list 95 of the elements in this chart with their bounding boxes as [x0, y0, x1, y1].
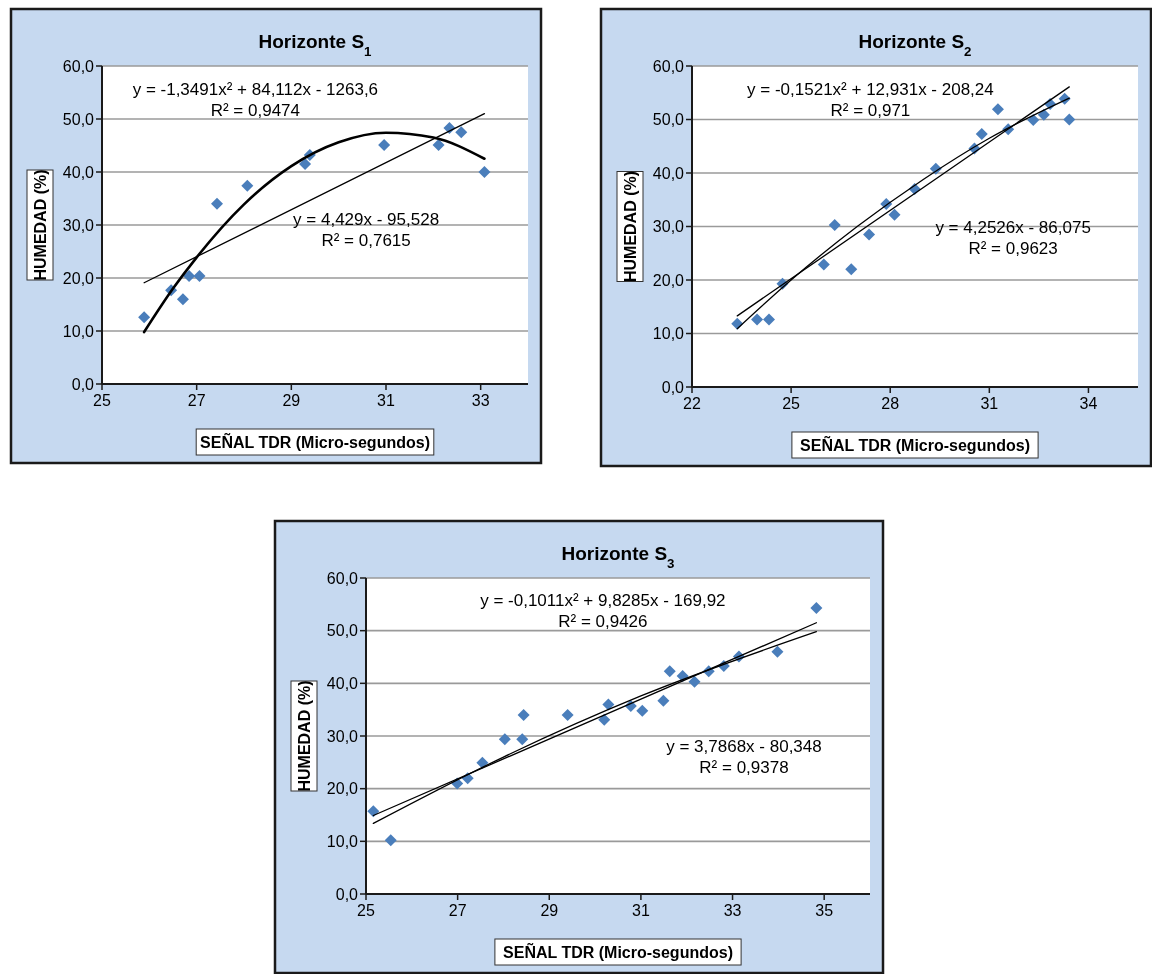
y-tick-label: 10,0: [326, 832, 359, 850]
point: [991, 103, 1004, 116]
point: [1027, 114, 1040, 127]
annotation: R² = 0,9378: [699, 757, 789, 777]
y-tick-label: 20,0: [652, 271, 685, 289]
annotation: y = -1,3491x² + 84,112x - 1263,6: [132, 79, 379, 99]
point: [1037, 108, 1050, 121]
point: [193, 269, 206, 282]
chart-title: Horizonte S$_{3}$: [561, 543, 675, 571]
x-tick-label: 27: [448, 902, 467, 919]
y-tick-label: 40,0: [62, 163, 95, 181]
y-tick-label: 20,0: [326, 780, 359, 798]
y-axis-title: HUMEDAD (%): [295, 680, 313, 792]
point: [517, 708, 530, 721]
x-tick-label: 29: [540, 902, 559, 919]
point: [762, 313, 775, 326]
annotation: y = 4,429x - 95,528: [293, 210, 440, 229]
annotation: y = 4,2526x - 86,075: [935, 217, 1091, 237]
y-tick-label: 10,0: [652, 325, 685, 343]
x-axis-title: SEÑAL TDR (Micro-segundos): [200, 431, 430, 451]
y-tick-label: 0,0: [71, 375, 95, 393]
point: [1063, 113, 1076, 126]
chart-title: Horizonte S$_{1}$: [258, 31, 373, 59]
y-tick-label: 50,0: [62, 110, 95, 128]
y-tick-label: 60,0: [652, 57, 685, 75]
y-tick-label: 30,0: [326, 727, 359, 745]
x-tick-label: 31: [632, 902, 650, 919]
annotation: R² = 0,971: [830, 100, 911, 120]
x-tick-label: 33: [471, 392, 490, 409]
y-axis-title: HUMEDAD (%): [31, 169, 49, 281]
y-tick-label: 30,0: [62, 216, 95, 234]
point: [183, 269, 196, 282]
point: [211, 197, 224, 210]
point: [516, 733, 529, 746]
x-tick-label: 34: [1079, 395, 1098, 412]
point: [888, 208, 901, 221]
x-tick-label: 22: [683, 395, 701, 412]
point: [817, 258, 830, 271]
point: [810, 602, 823, 615]
point: [663, 665, 676, 678]
point: [828, 218, 841, 231]
y-tick-label: 50,0: [652, 111, 685, 129]
x-tick-label: 33: [723, 902, 742, 919]
x-tick-label: 25: [93, 392, 111, 409]
y-axis-title: HUMEDAD (%): [621, 170, 639, 283]
annotation: y = 3,7868x - 80,348: [666, 736, 822, 756]
y-tick-label: 30,0: [652, 218, 685, 236]
x-axis-title: SEÑAL TDR (Micro-segundos): [503, 941, 733, 961]
point: [455, 126, 468, 139]
point: [845, 263, 858, 276]
annotation: R² = 0,7615: [321, 231, 411, 250]
x-axis-title: SEÑAL TDR (Micro-segundos): [800, 434, 1030, 454]
point: [863, 228, 876, 241]
point: [598, 713, 611, 726]
point: [636, 704, 649, 717]
x-tick-label: 27: [187, 392, 206, 409]
point: [138, 311, 151, 324]
annotation: R² = 0,9623: [968, 238, 1058, 258]
point: [561, 708, 574, 721]
point: [688, 675, 701, 688]
y-tick-label: 60,0: [326, 569, 359, 587]
y-tick-label: 0,0: [661, 378, 685, 396]
y-tick-label: 10,0: [62, 322, 95, 340]
y-tick-label: 50,0: [326, 622, 359, 640]
x-tick-label: 35: [815, 902, 834, 919]
y-tick-label: 0,0: [335, 885, 359, 903]
point: [602, 698, 615, 711]
x-tick-label: 28: [881, 395, 900, 412]
point: [241, 179, 254, 192]
annotation: R² = 0,9426: [558, 612, 648, 632]
y-tick-label: 60,0: [62, 57, 95, 75]
point: [367, 805, 380, 818]
annotation: y = -0,1011x² + 9,8285x - 169,92: [480, 591, 726, 611]
annotation: R² = 0,9474: [210, 100, 301, 120]
point: [299, 158, 312, 171]
point: [176, 293, 189, 306]
x-tick-label: 25: [782, 395, 801, 412]
x-tick-label: 31: [377, 392, 395, 409]
point: [751, 313, 764, 326]
x-tick-label: 29: [282, 392, 301, 409]
point: [771, 645, 784, 658]
annotation: y = -0,1521x² + 12,931x - 208,24: [747, 79, 994, 99]
x-tick-label: 25: [357, 902, 375, 919]
x-tick-label: 31: [980, 395, 999, 412]
y-tick-label: 40,0: [652, 164, 685, 182]
point: [378, 138, 391, 151]
y-tick-label: 20,0: [62, 269, 95, 287]
point: [657, 694, 670, 707]
point: [476, 756, 489, 769]
point: [498, 733, 511, 746]
point: [975, 127, 988, 140]
chart-title: Horizonte S$_{2}$: [858, 31, 972, 59]
point: [384, 834, 397, 847]
point: [478, 166, 491, 178]
y-tick-label: 40,0: [326, 674, 359, 692]
